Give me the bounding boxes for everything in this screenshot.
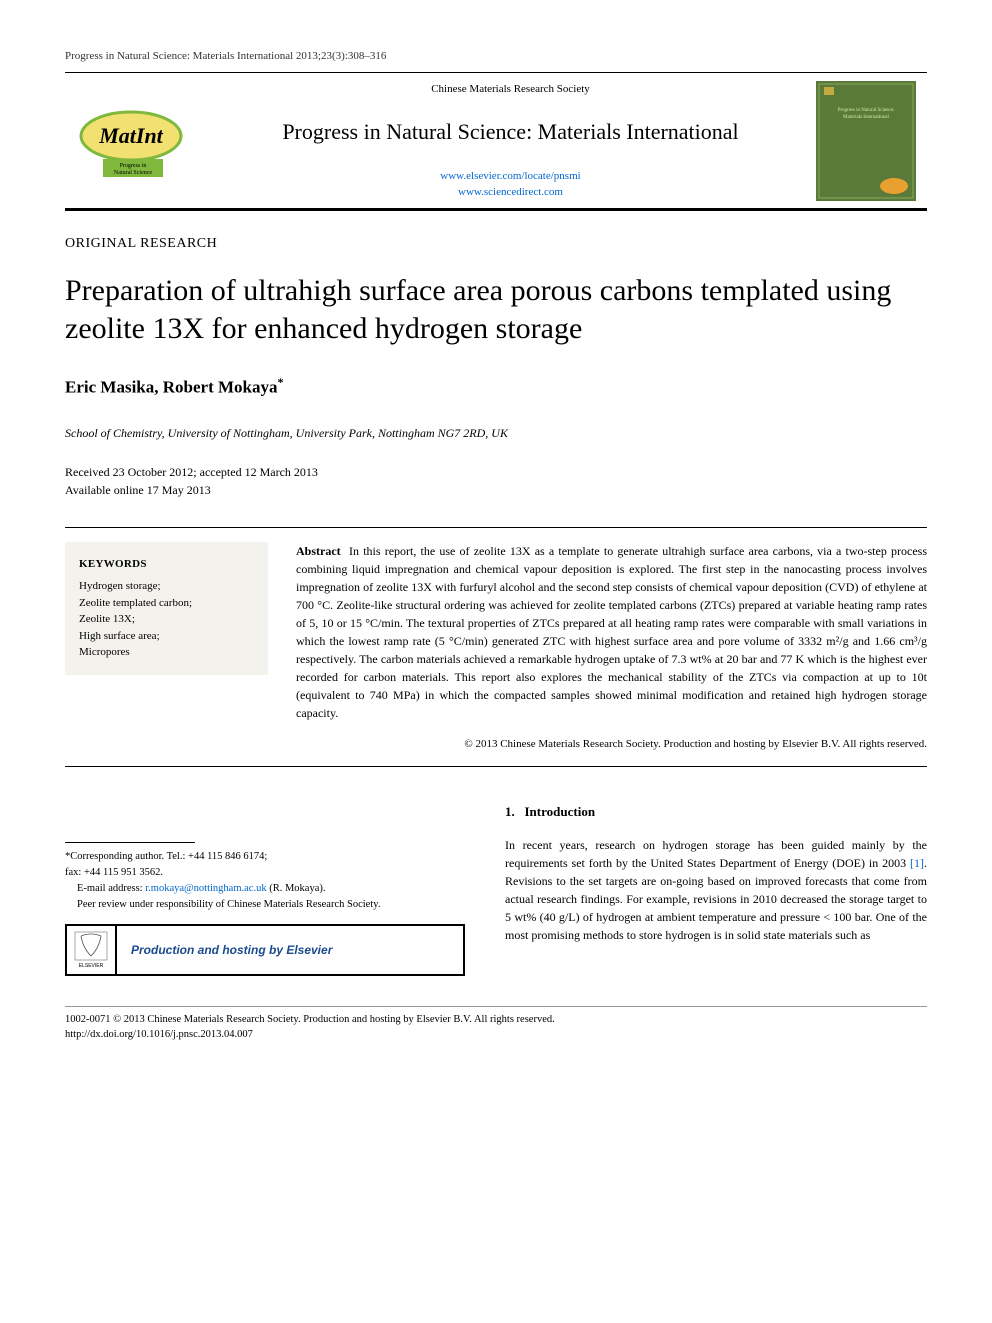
keywords-heading: KEYWORDS — [79, 556, 254, 573]
elsevier-hosting-text: Production and hosting by Elsevier — [117, 941, 463, 959]
abstract-copyright: © 2013 Chinese Materials Research Societ… — [296, 736, 927, 753]
journal-link-2[interactable]: www.sciencedirect.com — [458, 186, 563, 198]
email-name: (R. Mokaya). — [267, 883, 326, 894]
email-label: E-mail address: — [65, 883, 145, 894]
affiliation: School of Chemistry, University of Notti… — [65, 426, 927, 441]
svg-text:Materials International: Materials International — [843, 115, 889, 120]
footnotes-column: *Corresponding author. Tel.: +44 115 846… — [65, 802, 465, 976]
bottom-info: 1002-0071 © 2013 Chinese Materials Resea… — [65, 1006, 927, 1042]
intro-paragraph: In recent years, research on hydrogen st… — [505, 836, 927, 944]
running-head: Progress in Natural Science: Materials I… — [65, 50, 927, 62]
svg-text:MatInt: MatInt — [98, 123, 163, 148]
keywords-box: KEYWORDS Hydrogen storage; Zeolite templ… — [65, 542, 268, 675]
intro-heading: 1. Introduction — [505, 802, 927, 822]
elsevier-logo-icon: ELSEVIER — [67, 926, 117, 974]
svg-text:Natural Science: Natural Science — [114, 170, 152, 176]
abstract-text: Abstract In this report, the use of zeol… — [296, 528, 927, 767]
elsevier-hosting-box: ELSEVIER Production and hosting by Elsev… — [65, 924, 465, 976]
keywords-list: Hydrogen storage; Zeolite templated carb… — [79, 578, 254, 661]
lower-columns: *Corresponding author. Tel.: +44 115 846… — [65, 802, 927, 976]
abstract-body: In this report, the use of zeolite 13X a… — [296, 544, 927, 720]
society-name: Chinese Materials Research Society — [226, 83, 795, 95]
journal-banner: MatInt Progress in Natural Science Chine… — [65, 72, 927, 211]
intro-heading-text: Introduction — [525, 804, 596, 819]
bottom-copyright: 1002-0071 © 2013 Chinese Materials Resea… — [65, 1013, 927, 1028]
received-date: Received 23 October 2012; accepted 12 Ma… — [65, 463, 927, 481]
authors: Eric Masika, Robert Mokaya* — [65, 375, 927, 398]
abstract-label: Abstract — [296, 544, 341, 558]
author-names: Eric Masika, Robert Mokaya — [65, 378, 277, 397]
article-dates: Received 23 October 2012; accepted 12 Ma… — [65, 463, 927, 499]
doi-link[interactable]: http://dx.doi.org/10.1016/j.pnsc.2013.04… — [65, 1028, 927, 1043]
svg-text:Progress in: Progress in — [120, 163, 147, 169]
intro-column: 1. Introduction In recent years, researc… — [505, 802, 927, 976]
reference-link-1[interactable]: [1] — [910, 856, 924, 870]
corresponding-marker: * — [277, 375, 283, 389]
cover-thumbnail: Progress in Natural Science: Materials I… — [805, 73, 927, 208]
email-address[interactable]: r.mokaya@nottingham.ac.uk — [145, 883, 266, 894]
footnote-rule — [65, 842, 195, 843]
intro-heading-num: 1. — [505, 804, 515, 819]
intro-body-1: In recent years, research on hydrogen st… — [505, 838, 927, 870]
corresponding-author: *Corresponding author. Tel.: +44 115 846… — [65, 849, 465, 865]
cover-icon: Progress in Natural Science: Materials I… — [816, 81, 916, 201]
svg-text:Progress in Natural Science:: Progress in Natural Science: — [838, 108, 895, 113]
journal-name: Progress in Natural Science: Materials I… — [226, 119, 795, 145]
svg-text:ELSEVIER: ELSEVIER — [79, 963, 104, 969]
journal-link-1[interactable]: www.elsevier.com/locate/pnsmi — [440, 170, 580, 182]
abstract-block: KEYWORDS Hydrogen storage; Zeolite templ… — [65, 527, 927, 768]
article-title: Preparation of ultrahigh surface area po… — [65, 272, 927, 347]
fax: fax: +44 115 951 3562. — [65, 865, 465, 881]
peer-review-note: Peer review under responsibility of Chin… — [65, 897, 465, 913]
matint-logo-icon: MatInt Progress in Natural Science — [73, 101, 193, 181]
journal-logo: MatInt Progress in Natural Science — [65, 73, 216, 208]
section-label: ORIGINAL RESEARCH — [65, 236, 927, 252]
available-date: Available online 17 May 2013 — [65, 481, 927, 499]
